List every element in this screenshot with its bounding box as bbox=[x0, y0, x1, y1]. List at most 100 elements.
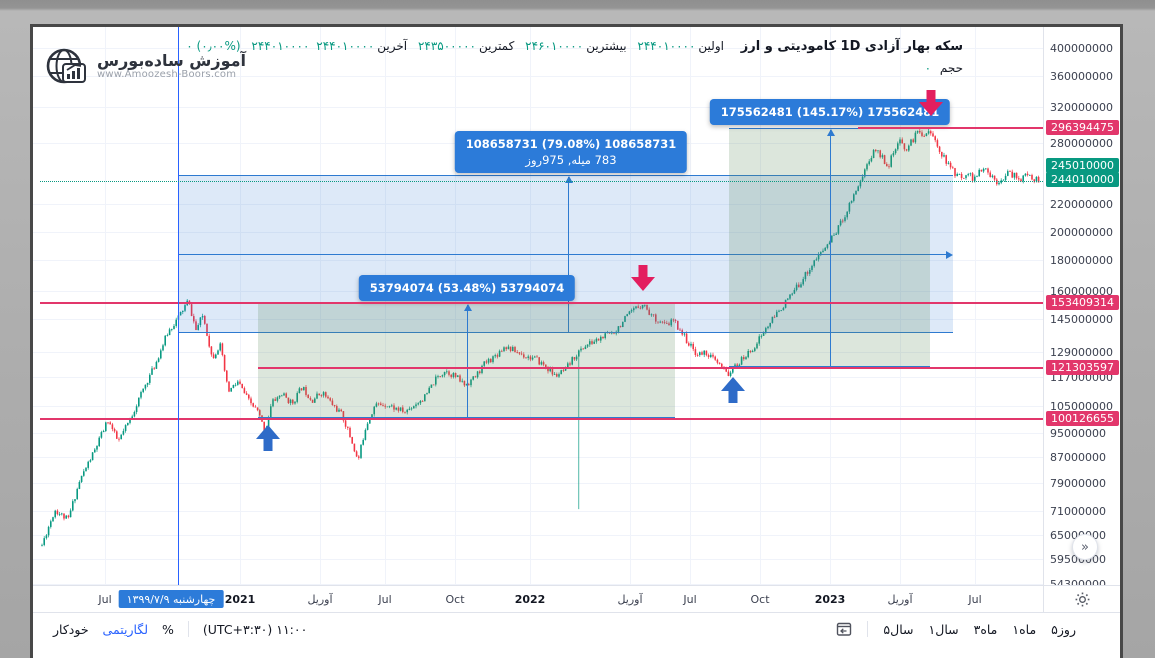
symbol-header: سکه بهار آزادی 1D کامودیتی و ارز اولین۲۴… bbox=[186, 39, 963, 54]
date-range-horizontal-arrow bbox=[178, 254, 947, 255]
measure-label[interactable]: 108658731 (79.08%) 108658731 783 میله, 97… bbox=[454, 131, 688, 173]
price-alert-badge[interactable]: 121303597 bbox=[1046, 360, 1119, 375]
auto-scale-button[interactable]: خودکار bbox=[53, 621, 89, 637]
time-tick-label: Jul bbox=[683, 593, 697, 606]
close-value: ۲۴۴۰۱۰۰۰۰ bbox=[316, 39, 375, 53]
range-1m-button[interactable]: ۱ماه bbox=[1012, 621, 1037, 637]
price-tick-label: 145000000 bbox=[1050, 313, 1113, 326]
time-tick-label: 2021 bbox=[224, 593, 256, 606]
brand-name: آموزش ساده‌بورس bbox=[97, 50, 247, 70]
brand-logo: آموزش ساده‌بورس www.Amoozesh-Boors.com bbox=[45, 45, 246, 87]
range-5d-button[interactable]: ۵روز bbox=[1051, 621, 1076, 637]
last-value: ۲۴۴۰۱۰۰۰۰ bbox=[251, 39, 310, 53]
price-range-vertical-arrow bbox=[830, 130, 831, 367]
measure-label-line1: 53794074 (53.48%) 53794074 bbox=[369, 281, 565, 295]
price-alert-line[interactable] bbox=[858, 127, 1043, 129]
price-tick-label: 95000000 bbox=[1050, 427, 1106, 440]
down-arrow-marker-icon[interactable] bbox=[918, 89, 944, 117]
price-tick-label: 160000000 bbox=[1050, 285, 1113, 298]
price-alert-line[interactable] bbox=[258, 367, 1043, 369]
price-tick-label: 180000000 bbox=[1050, 254, 1113, 267]
low-value: ۲۴۳۵۰۰۰۰۰ bbox=[417, 39, 476, 53]
measure-label[interactable]: 53794074 (53.48%) 53794074 bbox=[358, 275, 576, 301]
chart-window: 108658731 (79.08%) 108658731 783 میله, 97… bbox=[30, 24, 1123, 658]
axis-corner bbox=[1043, 585, 1120, 612]
symbol-title[interactable]: سکه بهار آزادی 1D کامودیتی و ارز bbox=[740, 39, 963, 54]
last-price-badge[interactable]: 245010000 bbox=[1046, 158, 1119, 173]
open-label: اولین bbox=[698, 39, 724, 53]
high-value: ۲۴۶۰۱۰۰۰۰ bbox=[525, 39, 584, 53]
percent-scale-button[interactable]: % bbox=[162, 621, 174, 637]
brand-url: www.Amoozesh-Boors.com bbox=[97, 69, 237, 81]
close-label: آخرین bbox=[377, 39, 408, 53]
time-tick-label: آوریل bbox=[617, 593, 643, 606]
measure-label-line1: 108658731 (79.08%) 108658731 bbox=[465, 137, 677, 151]
low-label: کمترین bbox=[478, 39, 515, 53]
vertical-date-line[interactable] bbox=[178, 27, 179, 585]
price-alert-badge[interactable]: 296394475 bbox=[1046, 120, 1119, 135]
price-alert-line[interactable] bbox=[40, 302, 1043, 304]
up-arrow-marker-icon[interactable] bbox=[720, 376, 746, 404]
log-scale-button[interactable]: لگاریتمی bbox=[102, 621, 148, 637]
price-tick-label: 105000000 bbox=[1050, 400, 1113, 413]
last-price-line bbox=[40, 181, 1043, 182]
arrowhead-up-icon bbox=[463, 304, 472, 311]
goto-date-icon[interactable] bbox=[836, 621, 852, 637]
change-value: ۰ (۰٫۰۰%) bbox=[186, 39, 241, 53]
time-tick-label: آوریل bbox=[307, 593, 333, 606]
time-tick-label: Jul bbox=[378, 593, 392, 606]
price-tick-label: 400000000 bbox=[1050, 42, 1113, 55]
arrowhead-up-icon bbox=[564, 176, 573, 183]
time-tick-label: 2023 bbox=[814, 593, 846, 606]
range-5y-button[interactable]: ۵سال bbox=[883, 621, 914, 637]
drawings-overlay: 108658731 (79.08%) 108658731 783 میله, 97… bbox=[33, 27, 1043, 585]
price-alert-line[interactable] bbox=[40, 418, 1043, 420]
last-price-badge[interactable]: 244010000 bbox=[1046, 172, 1119, 187]
arrowhead-right-icon bbox=[946, 250, 953, 259]
price-range-box[interactable] bbox=[729, 128, 930, 367]
measure-label[interactable]: 175562481 (145.17%) 175562481 bbox=[709, 99, 951, 125]
time-tick-label: Oct bbox=[750, 593, 770, 606]
price-alert-badge[interactable]: 153409314 bbox=[1046, 295, 1119, 310]
measure-label-line1: 175562481 (145.17%) 175562481 bbox=[720, 105, 940, 119]
date-price-range-vertical-arrow bbox=[568, 177, 569, 333]
measure-label-line2: 783 میله, 975روز bbox=[525, 153, 617, 167]
price-tick-label: 360000000 bbox=[1050, 70, 1113, 83]
chart-pane[interactable]: 108658731 (79.08%) 108658731 783 میله, 97… bbox=[33, 27, 1043, 585]
time-axis[interactable]: Jul 2021 آوریل Jul Oct 2022 آوریل Jul Oct 2023 آور… bbox=[33, 585, 1043, 612]
open-value: ۲۴۴۰۱۰۰۰۰ bbox=[637, 39, 696, 53]
gear-icon[interactable] bbox=[1075, 592, 1090, 607]
price-tick-label: 129000000 bbox=[1050, 346, 1113, 359]
time-tick-label: Oct bbox=[445, 593, 465, 606]
price-tick-label: 79000000 bbox=[1050, 477, 1106, 490]
range-3m-button[interactable]: ۳ماه bbox=[973, 621, 998, 637]
globe-chart-logo-icon bbox=[45, 45, 89, 87]
bottom-toolbar: خودکار لگاریتمی % ۱۱:۰۰ (UTC+۳:۳۰) ۵سال … bbox=[33, 612, 1120, 645]
price-tick-label: 220000000 bbox=[1050, 198, 1113, 211]
volume-row: حجم ۰ bbox=[925, 61, 963, 75]
date-badge: چهارشنبه ۱۳۹۹/۷/۹ bbox=[118, 590, 224, 608]
arrowhead-up-icon bbox=[826, 129, 835, 136]
time-tick-label: Jul bbox=[98, 593, 112, 606]
price-tick-label: 280000000 bbox=[1050, 137, 1113, 150]
high-label: بیشترین bbox=[586, 39, 627, 53]
volume-value: ۰ bbox=[924, 61, 932, 75]
price-range-box[interactable] bbox=[258, 303, 675, 418]
double-chevron-icon: » bbox=[1081, 539, 1089, 555]
time-tick-label: آوریل bbox=[887, 593, 913, 606]
range-1y-button[interactable]: ۱سال bbox=[928, 621, 959, 637]
time-tick-label: 2022 bbox=[514, 593, 546, 606]
price-tick-label: 71000000 bbox=[1050, 505, 1106, 518]
divider bbox=[187, 621, 189, 637]
price-alert-badge[interactable]: 100126655 bbox=[1046, 411, 1119, 426]
price-tick-label: 200000000 bbox=[1050, 226, 1113, 239]
up-arrow-marker-icon[interactable] bbox=[255, 424, 281, 452]
down-arrow-marker-icon[interactable] bbox=[630, 264, 656, 292]
price-axis[interactable]: 400000000 360000000 320000000 280000000 2200… bbox=[1043, 27, 1120, 591]
volume-label: حجم bbox=[939, 61, 963, 75]
scroll-to-realtime-button[interactable]: » bbox=[1072, 534, 1098, 560]
divider bbox=[867, 621, 869, 637]
timezone-button[interactable]: ۱۱:۰۰ (UTC+۳:۳۰) bbox=[202, 621, 308, 637]
price-range-vertical-arrow bbox=[467, 305, 468, 418]
